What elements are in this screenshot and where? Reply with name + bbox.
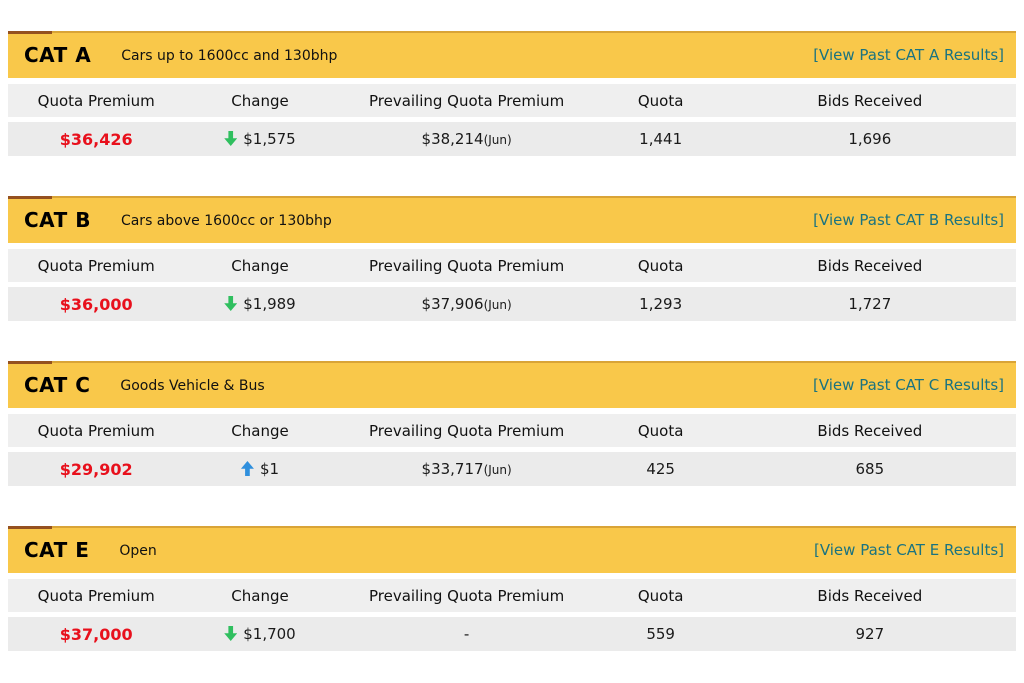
cat-c-section: CAT C Goods Vehicle & Bus [View Past CAT… (8, 361, 1016, 486)
prevailing-month: (Jun) (483, 463, 512, 477)
column-header-row: Quota Premium Change Prevailing Quota Pr… (8, 249, 1016, 282)
quota-value: 425 (646, 460, 675, 478)
category-description: Goods Vehicle & Bus (120, 377, 265, 394)
band-accent-bar (8, 361, 52, 364)
column-header-quota: Quota (637, 421, 684, 440)
band-accent-bar (8, 196, 52, 199)
bids-received-value: 1,727 (848, 295, 892, 313)
up-arrow-icon (240, 461, 254, 476)
column-header-prevailing-quota-premium: Prevailing Quota Premium (368, 586, 565, 605)
category-description: Cars above 1600cc or 130bhp (120, 212, 332, 229)
change-value: $1,575 (184, 130, 335, 148)
column-header-quota-premium: Quota Premium (37, 256, 155, 275)
cat-b-section: CAT B Cars above 1600cc or 130bhp [View … (8, 196, 1016, 321)
category-description: Open (119, 542, 157, 559)
category-title: CAT A (24, 42, 92, 67)
change-amount: $1,700 (243, 625, 296, 643)
change-amount: $1,989 (243, 295, 296, 313)
column-header-quota: Quota (637, 586, 684, 605)
change-value: $1,989 (184, 295, 335, 313)
column-header-quota-premium: Quota Premium (37, 421, 155, 440)
change-value: $1,700 (184, 625, 335, 643)
column-header-bids-received: Bids Received (817, 256, 923, 275)
quota-premium-value: $37,000 (59, 624, 133, 644)
prevailing-month: (Jun) (483, 298, 512, 312)
prevailing-quota-premium-value: $38,214(Jun) (421, 130, 512, 148)
view-past-cat-c-results-link[interactable]: [View Past CAT C Results] (812, 375, 1004, 394)
category-description: Cars up to 1600cc and 130bhp (121, 47, 338, 64)
column-header-quota-premium: Quota Premium (37, 91, 155, 110)
column-header-bids-received: Bids Received (817, 91, 923, 110)
view-past-cat-b-results-link[interactable]: [View Past CAT B Results] (813, 210, 1004, 229)
column-header-prevailing-quota-premium: Prevailing Quota Premium (368, 91, 565, 110)
cat-a-section: CAT A Cars up to 1600cc and 130bhp [View… (8, 31, 1016, 156)
cat-a-header-band: CAT A Cars up to 1600cc and 130bhp [View… (8, 31, 1016, 78)
table-row: $36,426 $1,575 $38,214(Jun) 1,441 1,696 (8, 122, 1016, 156)
change-amount: $1 (259, 460, 280, 478)
column-header-prevailing-quota-premium: Prevailing Quota Premium (368, 421, 565, 440)
quota-value: 1,441 (639, 130, 683, 148)
column-header-quota-premium: Quota Premium (37, 586, 155, 605)
change-amount: $1,575 (243, 130, 296, 148)
band-accent-bar (8, 31, 52, 34)
quota-premium-value: $36,426 (59, 129, 133, 149)
cat-b-header-band: CAT B Cars above 1600cc or 130bhp [View … (8, 196, 1016, 243)
quota-value: 559 (646, 625, 675, 643)
down-arrow-icon (224, 296, 238, 311)
column-header-bids-received: Bids Received (817, 586, 923, 605)
table-row: $29,902 $1 $33,717(Jun) 425 685 (8, 452, 1016, 486)
quota-premium-value: $29,902 (59, 459, 133, 479)
quota-premium-value: $36,000 (59, 294, 133, 314)
prevailing-quota-premium-value: $33,717(Jun) (421, 460, 512, 478)
column-header-bids-received: Bids Received (817, 421, 923, 440)
cat-c-header-band: CAT C Goods Vehicle & Bus [View Past CAT… (8, 361, 1016, 408)
down-arrow-icon (224, 131, 238, 146)
column-header-prevailing-quota-premium: Prevailing Quota Premium (368, 256, 565, 275)
column-header-row: Quota Premium Change Prevailing Quota Pr… (8, 414, 1016, 447)
table-row: $37,000 $1,700 - 559 927 (8, 617, 1016, 651)
category-title: CAT C (24, 372, 91, 397)
table-row: $36,000 $1,989 $37,906(Jun) 1,293 1,727 (8, 287, 1016, 321)
change-value: $1 (184, 460, 335, 478)
prevailing-quota-premium-value: $37,906(Jun) (421, 295, 512, 313)
column-header-row: Quota Premium Change Prevailing Quota Pr… (8, 579, 1016, 612)
column-header-quota: Quota (637, 91, 684, 110)
bids-received-value: 927 (855, 625, 885, 643)
column-header-change: Change (231, 91, 289, 110)
column-header-change: Change (231, 421, 289, 440)
view-past-cat-a-results-link[interactable]: [View Past CAT A Results] (813, 45, 1004, 64)
column-header-change: Change (231, 256, 289, 275)
view-past-cat-e-results-link[interactable]: [View Past CAT E Results] (813, 540, 1004, 559)
cat-e-section: CAT E Open [View Past CAT E Results] Quo… (8, 526, 1016, 651)
coe-results-page: CAT A Cars up to 1600cc and 130bhp [View… (8, 31, 1016, 651)
band-accent-bar (8, 526, 52, 529)
down-arrow-icon (224, 626, 238, 641)
column-header-quota: Quota (637, 256, 684, 275)
category-title: CAT E (24, 537, 90, 562)
bids-received-value: 685 (855, 460, 885, 478)
cat-e-header-band: CAT E Open [View Past CAT E Results] (8, 526, 1016, 573)
column-header-row: Quota Premium Change Prevailing Quota Pr… (8, 84, 1016, 117)
bids-received-value: 1,696 (848, 130, 892, 148)
prevailing-quota-premium-value: - (463, 625, 470, 643)
category-title: CAT B (24, 207, 91, 232)
quota-value: 1,293 (639, 295, 683, 313)
column-header-change: Change (231, 586, 289, 605)
prevailing-month: (Jun) (483, 133, 512, 147)
